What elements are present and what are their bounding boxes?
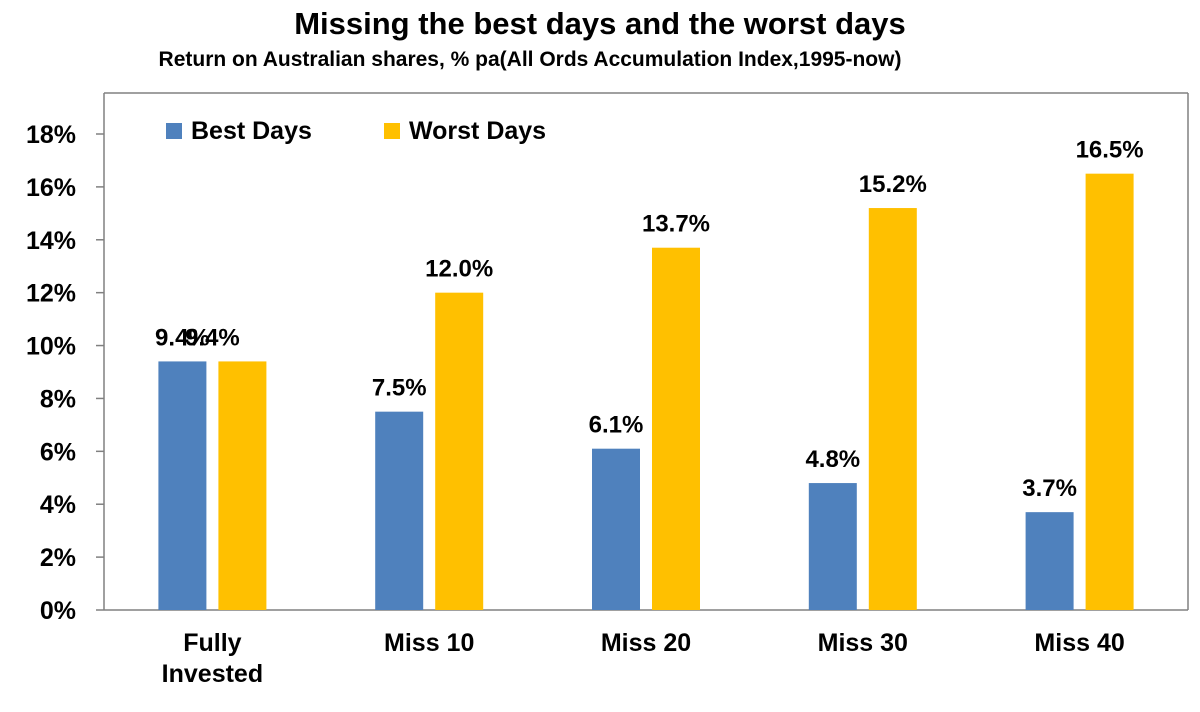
bar-worst-days bbox=[1085, 173, 1134, 610]
y-tick-label: 8% bbox=[40, 385, 76, 413]
y-tick-label: 12% bbox=[26, 280, 76, 308]
x-category-label: Invested bbox=[162, 660, 263, 688]
x-category-label: Miss 20 bbox=[601, 629, 691, 657]
data-label: 15.2% bbox=[859, 171, 927, 198]
data-label: 9.4% bbox=[155, 324, 210, 351]
chart-title: Missing the best days and the worst days bbox=[294, 6, 906, 41]
legend-label: Worst Days bbox=[409, 117, 546, 145]
bar-best-days bbox=[808, 483, 857, 610]
bar-worst-days bbox=[218, 361, 267, 610]
legend-swatch bbox=[166, 123, 182, 139]
y-tick-label: 2% bbox=[40, 544, 76, 572]
chart-subtitle: Return on Australian shares, % pa(All Or… bbox=[158, 48, 902, 71]
y-tick-label: 4% bbox=[40, 491, 76, 519]
y-tick-label: 14% bbox=[26, 227, 76, 255]
bar-worst-days bbox=[435, 292, 484, 610]
data-label: 4.8% bbox=[805, 446, 860, 473]
bar-best-days bbox=[1025, 512, 1074, 610]
x-category-label: Fully bbox=[183, 629, 241, 657]
bar-best-days bbox=[592, 448, 640, 610]
bar-best-days bbox=[375, 411, 424, 610]
data-label: 7.5% bbox=[372, 375, 427, 402]
y-tick-label: 6% bbox=[40, 438, 76, 466]
y-tick-label: 10% bbox=[26, 333, 76, 361]
data-label: 9.4% bbox=[185, 324, 240, 351]
bar-worst-days bbox=[868, 208, 917, 611]
x-category-label: Miss 30 bbox=[818, 629, 908, 657]
y-tick-label: 18% bbox=[26, 121, 76, 149]
y-tick-label: 16% bbox=[26, 174, 76, 202]
data-label: 12.0% bbox=[425, 256, 493, 283]
legend-swatch bbox=[384, 123, 400, 139]
y-tick-label: 0% bbox=[40, 597, 76, 625]
bar-worst-days bbox=[652, 247, 700, 610]
data-label: 16.5% bbox=[1076, 137, 1144, 164]
x-category-label: Miss 40 bbox=[1034, 629, 1124, 657]
legend-label: Best Days bbox=[191, 117, 312, 145]
data-label: 6.1% bbox=[589, 412, 644, 439]
data-label: 13.7% bbox=[642, 211, 710, 238]
bar-best-days bbox=[158, 361, 207, 610]
x-category-label: Miss 10 bbox=[384, 629, 474, 657]
data-label: 3.7% bbox=[1022, 475, 1077, 502]
